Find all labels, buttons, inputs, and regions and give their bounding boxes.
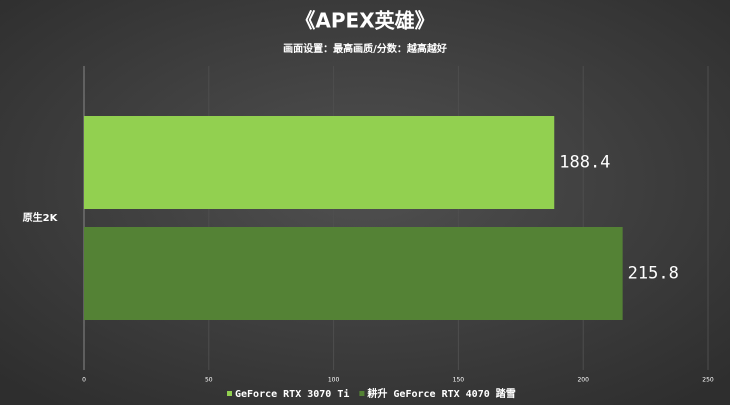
y-tick-label: 原生2K <box>23 211 59 224</box>
legend-swatch <box>227 391 232 396</box>
x-tick-label: 0 <box>82 377 86 384</box>
value-label: 188.4 <box>559 153 610 173</box>
x-tick-label: 250 <box>702 377 714 384</box>
x-tick-label: 50 <box>205 377 213 384</box>
x-tick-label: 150 <box>453 377 465 384</box>
chart-title: 《APEX英雄》 <box>295 9 434 33</box>
x-tick-label: 100 <box>328 377 340 384</box>
bar <box>84 116 555 209</box>
legend-label: GeForce RTX 3070 Ti <box>235 388 349 400</box>
value-label: 215.8 <box>628 264 679 284</box>
legend-swatch <box>359 391 365 396</box>
bar <box>84 227 623 320</box>
chart-subtitle: 画面设置：最高画质/分数：越高越好 <box>283 42 447 55</box>
legend-label: 耕升 GeForce RTX 4070 踏雪 <box>367 387 515 400</box>
x-tick-label: 200 <box>577 377 589 384</box>
